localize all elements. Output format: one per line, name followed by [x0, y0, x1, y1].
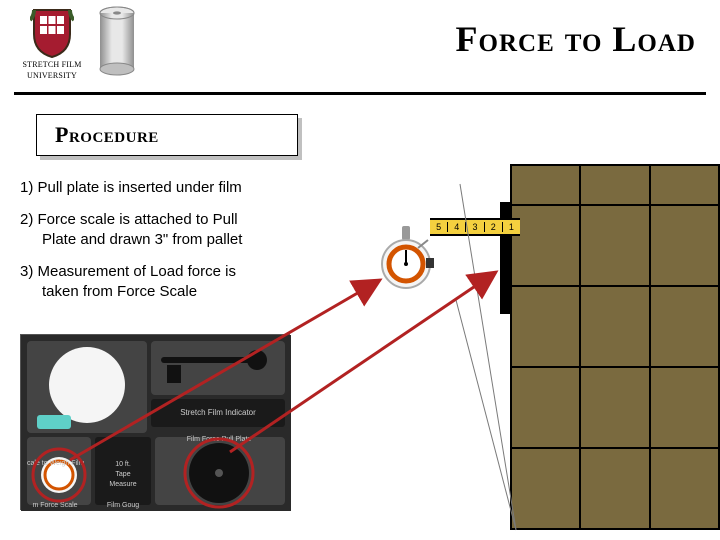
step-1: 1) Pull plate is inserted under film — [20, 178, 350, 198]
steps: 1) Pull plate is inserted under film 2) … — [20, 178, 350, 314]
kit-photo: Stretch Film Indicator cale to Weigh Fil… — [20, 334, 290, 510]
tape-tick: 4 — [448, 222, 466, 232]
tape-tick: 1 — [503, 222, 520, 232]
kit-label-indicator: Stretch Film Indicator — [180, 408, 256, 417]
svg-text:10 ft.: 10 ft. — [115, 461, 131, 468]
step-2: 2) Force scale is attached to Pull Plate… — [20, 210, 350, 250]
shield-icon — [30, 8, 74, 58]
procedure-box: Procedure — [36, 114, 298, 156]
logo-label-1: STRETCH FILM — [14, 60, 90, 69]
cylinder-icon — [98, 6, 136, 76]
header: STRETCH FILM UNIVERSITY Force to Load — [0, 0, 720, 92]
step-2b: Plate and drawn 3" from pallet — [20, 230, 350, 250]
divider — [14, 92, 706, 95]
procedure-label: Procedure — [55, 122, 159, 148]
tape-tick: 3 — [466, 222, 484, 232]
svg-text:Measure: Measure — [109, 481, 136, 488]
pallet-grid — [510, 164, 720, 530]
step-2a: 2) Force scale is attached to Pull — [20, 211, 238, 228]
svg-text:Tape: Tape — [115, 471, 130, 478]
logo-label-2: UNIVERSITY — [14, 71, 90, 80]
svg-text:m Force Scale: m Force Scale — [32, 502, 77, 509]
page-title: Force to Load — [456, 18, 696, 60]
step-3: 3) Measurement of Load force is taken fr… — [20, 262, 350, 302]
tape-measure: 5 4 3 2 1 — [430, 218, 520, 236]
step-3a: 3) Measurement of Load force is — [20, 263, 236, 280]
svg-text:Film Goug: Film Goug — [107, 502, 139, 509]
force-scale-gauge — [378, 226, 434, 296]
step-3b: taken from Force Scale — [20, 282, 350, 302]
logo-block: STRETCH FILM UNIVERSITY — [14, 8, 90, 80]
tape-tick: 2 — [485, 222, 503, 232]
